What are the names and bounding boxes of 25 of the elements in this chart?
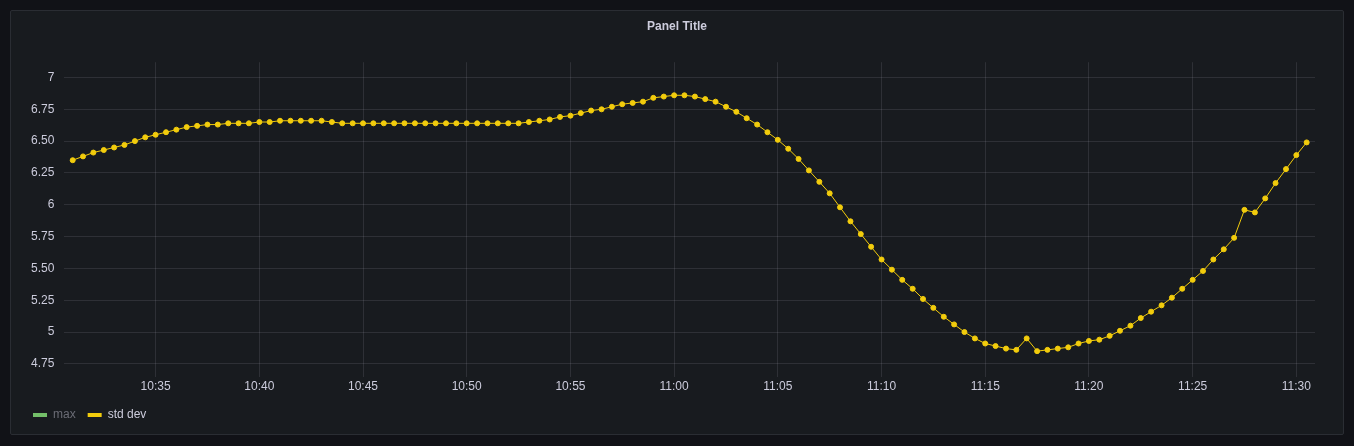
y-tick-label: 5 [47,324,55,339]
y-tick-label: 6.75 [31,101,55,116]
legend-label: std dev [107,407,147,422]
x-tick-label: 11:05 [763,379,793,394]
x-tick-label: 11:10 [867,379,897,394]
y-tick-label: 7 [47,69,55,84]
x-tick-label: 10:35 [140,379,171,394]
x-tick-label: 11:20 [1074,379,1104,394]
y-tick-label: 4.75 [31,356,55,371]
legend-label: max [53,407,76,422]
y-tick-label: 5.75 [31,228,55,243]
x-tick-label: 11:15 [970,379,1001,394]
x-tick-label: 10:45 [348,379,379,394]
x-tick-label: 11:25 [1178,379,1208,394]
y-tick-label: 6 [47,197,55,212]
x-tick-label: 11:00 [659,379,690,394]
chart-title: Panel Title [646,19,708,33]
y-tick-label: 5.50 [31,260,55,275]
x-tick-label: 10:50 [451,379,483,394]
x-tick-label: 11:30 [1281,379,1312,394]
x-tick-label: 10:40 [244,379,275,394]
y-tick-label: 6.25 [31,165,55,180]
x-tick-label: 10:55 [555,379,586,394]
y-tick-label: 5.25 [31,292,55,307]
y-tick-label: 6.50 [31,133,55,148]
